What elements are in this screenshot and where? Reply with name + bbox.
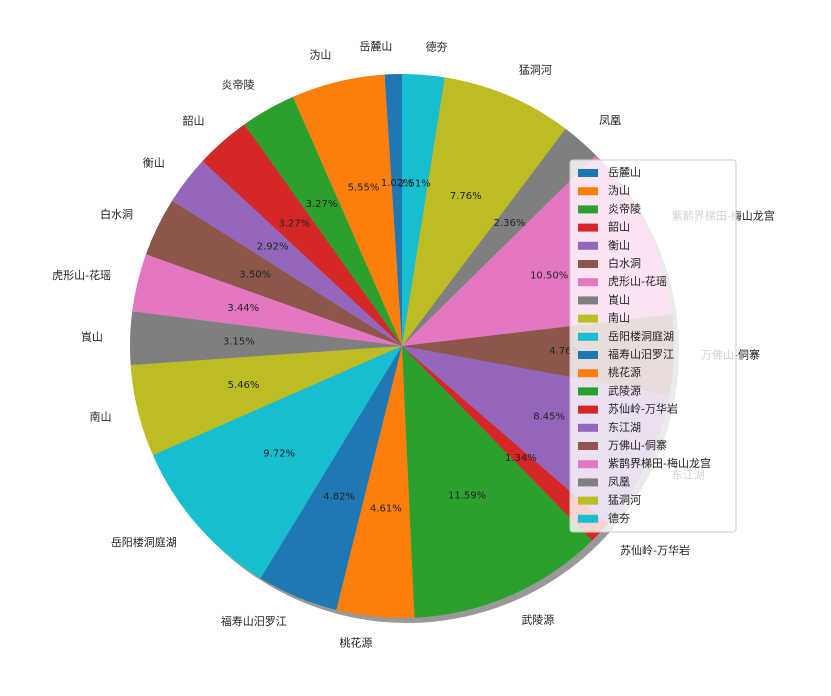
legend-label: 猛洞河 — [608, 494, 641, 507]
legend-swatch — [578, 223, 598, 232]
pie-slice — [145, 200, 402, 346]
percent-label: 5.55% — [348, 182, 380, 193]
slice-label: 韶山 — [182, 113, 204, 127]
legend-swatch — [578, 369, 598, 378]
percent-label: 4.61% — [370, 503, 402, 514]
percent-label: 1.34% — [505, 453, 537, 464]
percent-label: 3.27% — [306, 199, 338, 210]
legend-swatch — [578, 460, 598, 469]
legend-box — [569, 159, 737, 533]
legend-label: 南山 — [608, 312, 630, 325]
pie-slice — [402, 346, 608, 541]
percent-label: 3.44% — [227, 303, 259, 314]
legend-label: 崀山 — [608, 293, 630, 306]
legend-label: 武陵源 — [608, 383, 641, 397]
percent-label: 4.76% — [549, 346, 581, 357]
legend-swatch — [578, 496, 598, 505]
legend-label: 炎帝陵 — [608, 201, 641, 215]
legend-swatch — [578, 478, 598, 487]
legend-label: 万佛山-侗寨 — [608, 438, 667, 452]
slice-label: 苏仙岭-万华岩 — [620, 543, 690, 557]
percent-label: 1.02% — [381, 178, 413, 189]
legend-swatch — [578, 187, 598, 196]
percent-label: 3.50% — [239, 269, 271, 280]
slice-label: 南山 — [90, 411, 112, 424]
pie-slice — [402, 128, 596, 346]
slice-label: 凤凰 — [599, 114, 621, 127]
legend-label: 岳阳楼洞庭湖 — [608, 329, 674, 343]
slice-label: 德夯 — [426, 40, 448, 54]
pie-slice — [130, 311, 403, 366]
legend-swatch — [578, 405, 598, 414]
pie-slice — [132, 254, 402, 346]
slice-label: 桃花源 — [339, 636, 372, 650]
percent-label: 8.45% — [533, 412, 565, 423]
slice-label: 崀山 — [81, 330, 103, 343]
legend-label: 沩山 — [608, 184, 630, 197]
pie-slice — [402, 346, 593, 618]
slice-label: 白水洞 — [100, 207, 133, 221]
pie-slice — [260, 346, 402, 610]
slice-label: 福寿山汨罗江 — [221, 614, 287, 628]
percent-label: 10.50% — [530, 270, 568, 281]
legend-label: 韶山 — [608, 220, 630, 234]
legend-label: 虎形山-花瑶 — [608, 275, 667, 288]
percent-label: 5.46% — [228, 380, 260, 391]
pie-slice — [402, 77, 566, 347]
legend-swatch — [578, 260, 598, 268]
percent-label: 3.27% — [278, 218, 310, 229]
legend-label: 福寿山汨罗江 — [608, 347, 674, 361]
legend-label: 岳麓山 — [608, 166, 641, 179]
pie-slice — [244, 96, 402, 346]
percent-label: 2.92% — [257, 242, 289, 253]
legend-swatch — [578, 332, 598, 341]
legend-label: 白水洞 — [608, 256, 641, 270]
legend-swatch — [578, 314, 598, 323]
pie-slice — [384, 74, 402, 346]
legend-label: 德夯 — [608, 511, 630, 525]
legend-swatch — [578, 442, 598, 450]
slice-label: 武陵源 — [521, 612, 554, 626]
slice-label: 岳阳楼洞庭湖 — [111, 535, 177, 549]
pie-slice — [402, 74, 445, 346]
slice-label: 衡山 — [143, 157, 165, 170]
legend-swatch — [578, 387, 598, 396]
legend-swatch — [578, 241, 598, 250]
legend-swatch — [578, 278, 598, 287]
legend-label: 紫鹊界梯田-梅山龙宫 — [608, 456, 711, 470]
percent-label: 2.36% — [494, 218, 526, 229]
percent-label: 4.82% — [323, 492, 355, 503]
slice-label: 炎帝陵 — [221, 78, 254, 92]
percent-label: 11.59% — [448, 491, 486, 502]
legend-label: 桃花源 — [608, 365, 641, 379]
slice-label: 猛洞河 — [519, 64, 552, 77]
legend-label: 衡山 — [608, 239, 630, 252]
pie-slice — [130, 346, 402, 456]
legend-swatch — [578, 169, 598, 177]
legend-swatch — [578, 205, 598, 214]
percent-label: 2.51% — [399, 178, 431, 189]
pie-slice — [152, 346, 402, 579]
pie-slice — [202, 124, 402, 346]
percent-label: 3.15% — [223, 336, 255, 347]
percent-label: 9.72% — [263, 448, 295, 459]
percent-label: 7.76% — [450, 191, 482, 202]
slice-label: 虎形山-花瑶 — [52, 269, 111, 282]
slice-label: 岳麓山 — [359, 40, 392, 53]
legend-swatch — [578, 423, 598, 432]
legend-swatch — [578, 296, 598, 305]
pie-slice — [292, 74, 402, 346]
legend-label: 凤凰 — [608, 475, 630, 488]
legend-label: 苏仙岭-万华岩 — [608, 402, 678, 416]
pie-slice — [172, 161, 402, 346]
slice-label: 沩山 — [309, 48, 331, 61]
legend-label: 东江湖 — [608, 421, 641, 434]
legend-swatch — [578, 351, 598, 359]
pie-slice — [336, 346, 415, 618]
legend-swatch — [578, 514, 598, 523]
